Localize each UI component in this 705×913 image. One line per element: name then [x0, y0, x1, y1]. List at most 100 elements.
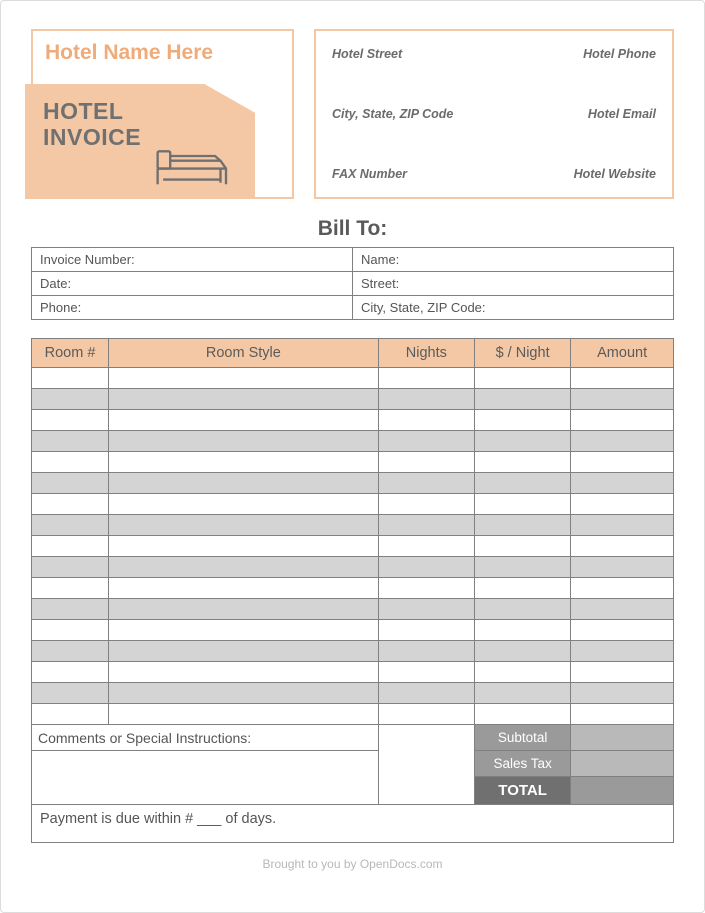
table-row — [32, 557, 674, 578]
table-cell — [378, 557, 474, 578]
bill-to-name: Name: — [353, 248, 674, 272]
col-room-style: Room Style — [109, 339, 379, 368]
table-row — [32, 431, 674, 452]
table-cell — [474, 704, 570, 725]
table-cell — [109, 641, 379, 662]
table-cell — [474, 599, 570, 620]
table-cell — [571, 599, 674, 620]
table-cell — [109, 368, 379, 389]
items-header-row: Room # Room Style Nights $ / Night Amoun… — [32, 339, 674, 368]
table-row — [32, 704, 674, 725]
table-cell — [109, 473, 379, 494]
comments-label: Comments or Special Instructions: — [32, 725, 379, 751]
table-cell — [378, 620, 474, 641]
table-cell — [571, 662, 674, 683]
table-cell — [474, 683, 570, 704]
table-cell — [32, 641, 109, 662]
table-cell — [571, 410, 674, 431]
table-row — [32, 536, 674, 557]
table-row — [32, 368, 674, 389]
table-cell — [474, 662, 570, 683]
bill-to-city-state-zip: City, State, ZIP Code: — [353, 296, 674, 320]
payment-terms: Payment is due within # ___ of days. — [32, 805, 674, 843]
table-cell — [32, 620, 109, 641]
contact-street: Hotel Street — [332, 47, 402, 61]
table-cell — [109, 536, 379, 557]
table-cell — [109, 410, 379, 431]
table-row — [32, 620, 674, 641]
table-cell — [109, 515, 379, 536]
col-nights: Nights — [378, 339, 474, 368]
table-cell — [571, 368, 674, 389]
table-cell — [571, 494, 674, 515]
table-cell — [32, 494, 109, 515]
table-cell — [378, 452, 474, 473]
table-cell — [109, 389, 379, 410]
table-row — [32, 662, 674, 683]
bill-to-title: Bill To: — [31, 217, 674, 241]
table-cell — [571, 389, 674, 410]
contact-phone: Hotel Phone — [583, 47, 656, 61]
total-value — [571, 777, 674, 805]
table-cell — [378, 431, 474, 452]
bed-icon — [153, 134, 233, 189]
table-cell — [32, 515, 109, 536]
bill-to-phone: Phone: — [32, 296, 353, 320]
table-cell — [474, 515, 570, 536]
table-cell — [109, 431, 379, 452]
table-cell — [32, 704, 109, 725]
table-cell — [571, 557, 674, 578]
table-row — [32, 599, 674, 620]
table-cell — [109, 557, 379, 578]
contact-city-state-zip: City, State, ZIP Code — [332, 107, 453, 121]
col-room-no: Room # — [32, 339, 109, 368]
contact-website: Hotel Website — [574, 167, 656, 181]
table-cell — [474, 473, 570, 494]
bill-to-invoice-number: Invoice Number: — [32, 248, 353, 272]
table-cell — [474, 410, 570, 431]
table-cell — [474, 578, 570, 599]
table-row — [32, 515, 674, 536]
sales-tax-value — [571, 751, 674, 777]
invoice-badge-line1: HOTEL — [43, 98, 255, 124]
table-cell — [378, 578, 474, 599]
total-label: TOTAL — [474, 777, 570, 805]
table-cell — [474, 431, 570, 452]
table-cell — [571, 431, 674, 452]
table-row — [32, 641, 674, 662]
table-cell — [32, 410, 109, 431]
table-cell — [32, 557, 109, 578]
table-cell — [571, 452, 674, 473]
table-cell — [32, 578, 109, 599]
table-cell — [32, 536, 109, 557]
table-cell — [378, 494, 474, 515]
header-row: Hotel Name Here HOTEL INVOICE Hotel Stre… — [31, 29, 674, 199]
table-row — [32, 389, 674, 410]
sales-tax-label: Sales Tax — [474, 751, 570, 777]
table-cell — [474, 452, 570, 473]
table-cell — [109, 452, 379, 473]
bill-to-table: Invoice Number: Name: Date: Street: Phon… — [31, 247, 674, 320]
table-row — [32, 494, 674, 515]
table-cell — [109, 662, 379, 683]
col-amount: Amount — [571, 339, 674, 368]
subtotal-value — [571, 725, 674, 751]
table-cell — [32, 599, 109, 620]
table-cell — [474, 620, 570, 641]
bill-to-street: Street: — [353, 272, 674, 296]
table-row — [32, 410, 674, 431]
comments-area — [32, 751, 379, 805]
table-row — [32, 473, 674, 494]
table-cell — [32, 473, 109, 494]
contact-email: Hotel Email — [588, 107, 656, 121]
contact-fax: FAX Number — [332, 167, 407, 181]
table-cell — [378, 704, 474, 725]
hotel-name-placeholder: Hotel Name Here — [45, 41, 280, 65]
table-cell — [474, 557, 570, 578]
table-cell — [109, 704, 379, 725]
table-cell — [474, 536, 570, 557]
table-cell — [474, 368, 570, 389]
table-row — [32, 683, 674, 704]
hotel-contact-box: Hotel Street Hotel Phone City, State, ZI… — [314, 29, 674, 199]
subtotal-label: Subtotal — [474, 725, 570, 751]
